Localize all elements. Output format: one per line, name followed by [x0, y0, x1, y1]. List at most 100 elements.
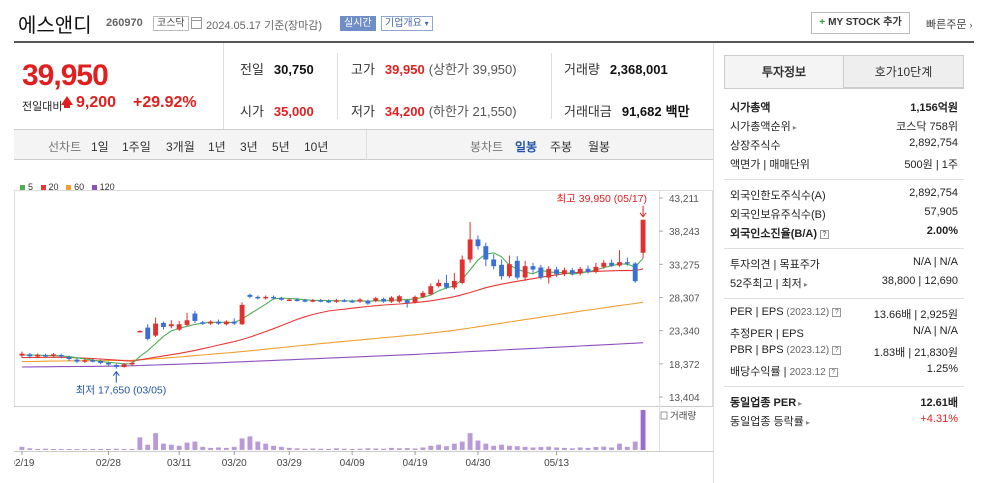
y-tick-label: 13,404 [669, 393, 700, 404]
volume-bar [310, 448, 316, 450]
candle-body [554, 269, 560, 275]
candle-body [208, 321, 214, 324]
volume-bar [168, 444, 174, 450]
company-overview-dropdown[interactable]: 기업개요 ▾ [381, 16, 433, 31]
info-row-label: 시가총액 [730, 102, 771, 114]
chevron-right-icon[interactable]: ▸ [798, 399, 803, 408]
volume-bar [428, 445, 434, 450]
info-row-value: 38,800 | 12,690 [881, 275, 958, 287]
candle-body [593, 266, 599, 272]
candle-body [373, 298, 379, 301]
quick-order-link[interactable]: 빠른주문 › [926, 16, 973, 32]
stat-prev-close-label: 전일 [240, 62, 264, 77]
period-1y[interactable]: 1년 [208, 140, 226, 154]
info-row: 외국인한도주식수(A) 2,892,754 [730, 187, 958, 204]
period-10y[interactable]: 10년 [304, 140, 329, 154]
help-icon[interactable]: ? [832, 307, 842, 317]
volume-bar [593, 447, 599, 450]
help-icon[interactable]: ? [828, 367, 838, 377]
candle-body [302, 300, 308, 302]
info-row: 시가총액 1,156억원 [730, 99, 958, 116]
tab-orderbook-10[interactable]: 호가10단계 [844, 56, 963, 88]
info-row-label: 시가총액순위 ▸ [730, 121, 797, 133]
help-icon[interactable]: ? [832, 345, 842, 355]
price-summary: 39,950 전일대비 9,200 +29.92% [14, 43, 224, 129]
price-stats: 전일 30,750 시가 35,000 고가 39,950 (상한가 39,950) 저… [224, 43, 713, 129]
legend-ma20: 20 [40, 182, 59, 192]
price-plot-frame [14, 190, 713, 407]
candle-body [176, 324, 182, 330]
info-row: 배당수익률 | 2023.12? 1.25% [730, 363, 958, 380]
candle-body [404, 300, 410, 303]
candle-body [27, 354, 33, 357]
volume-bar [145, 444, 151, 450]
volume-bar [412, 448, 418, 450]
x-tick-label: 02/19 [14, 458, 35, 469]
current-price: 39,950 [22, 59, 109, 92]
volume-bar [420, 447, 426, 450]
candle-body [365, 300, 371, 304]
realtime-badge[interactable]: 실시간 [340, 16, 376, 31]
info-row-value: 2.00% [926, 225, 958, 237]
volume-bar [90, 449, 96, 450]
volume-bar [200, 446, 206, 450]
volume-bar [58, 448, 64, 450]
volume-bar [105, 449, 111, 450]
candle-body [318, 300, 324, 302]
tab-invest-info[interactable]: 투자정보 [725, 56, 844, 88]
period-1d[interactable]: 1일 [91, 140, 109, 154]
info-row-label: 추정PER | EPS [730, 328, 804, 340]
candle-body [499, 264, 504, 277]
candle-body [184, 320, 190, 325]
plus-icon: + [819, 17, 826, 28]
legend-ma60: 60 [66, 182, 84, 192]
period-1w[interactable]: 1주일 [122, 140, 151, 154]
volume-bar [223, 447, 229, 450]
info-row-value: +4.31% [920, 413, 958, 425]
my-stock-add-button[interactable]: + MY STOCK 추가 [811, 12, 910, 34]
candle-body [451, 280, 457, 288]
candle-body [585, 268, 591, 273]
chevron-right-icon[interactable]: ▸ [803, 280, 808, 289]
info-divider [724, 179, 964, 180]
volume-bar [530, 447, 536, 450]
period-3m[interactable]: 3개월 [166, 140, 195, 154]
info-row: PBR | BPS (2023.12)? 1.83배 | 21,830원 [730, 344, 958, 361]
volume-bar [121, 449, 127, 450]
ma-legend: 5 20 60 120 [20, 182, 115, 192]
candle-body [216, 321, 221, 324]
info-row: PER | EPS (2023.12)? 13.66배 | 2,925원 [730, 306, 958, 323]
info-row-label: PER | EPS (2023.12)? [730, 306, 842, 318]
chart-period-bar: 선차트 1일 1주일 3개월 1년 3년 5년 10년 봉차트 일봉 주봉 월봉 [14, 130, 713, 160]
help-icon[interactable]: ? [820, 229, 829, 239]
candle-weekly[interactable]: 주봉 [550, 140, 573, 154]
stats-divider [337, 53, 338, 119]
candle-body [263, 296, 269, 299]
chevron-right-icon[interactable]: ▸ [805, 418, 810, 427]
candle-body [294, 299, 300, 302]
stat-volume: 거래량 2,368,001 [564, 59, 668, 78]
x-tick-label: 02/28 [96, 458, 121, 469]
candle-body [113, 364, 119, 367]
candle-body [577, 268, 583, 274]
volume-bar [506, 445, 512, 450]
volume-bar [326, 448, 332, 450]
volume-legend-box [660, 411, 668, 420]
info-row-label: 액면가 | 매매단위 [730, 159, 810, 171]
price-change: 9,200 [76, 94, 117, 111]
candle-monthly[interactable]: 월봉 [588, 140, 611, 154]
stat-amount-unit: 백만 [665, 104, 690, 119]
period-5y[interactable]: 5년 [272, 140, 290, 154]
chevron-right-icon[interactable]: ▸ [792, 123, 797, 132]
candle-body [223, 321, 229, 325]
candle-daily[interactable]: 일봉 [515, 140, 538, 154]
period-3y[interactable]: 3년 [240, 140, 258, 154]
candle-body [538, 267, 544, 278]
volume-bar [286, 447, 292, 450]
y-tick-label: 28,307 [669, 294, 700, 305]
volume-bar [247, 436, 253, 450]
candle-body [66, 356, 72, 359]
info-row: 동일업종 PER ▸ 12.61배 [730, 394, 958, 411]
info-row-label: 외국인소진율(B/A)? [730, 225, 829, 241]
stat-low: 저가 34,200 (하한가 21,550) [351, 101, 517, 120]
